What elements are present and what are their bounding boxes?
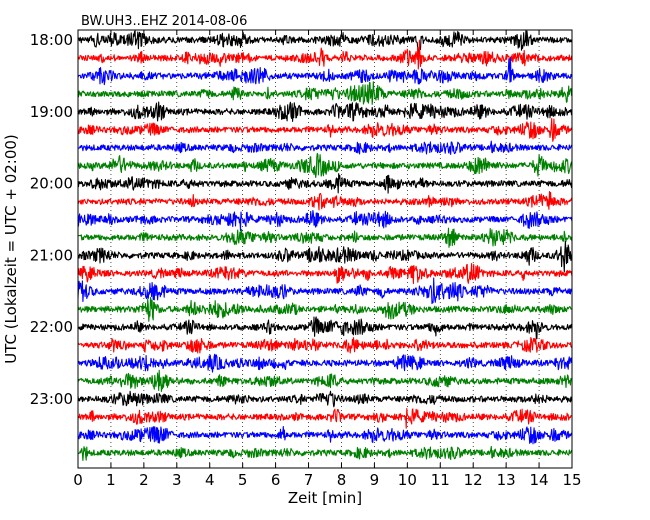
trace-line-1 <box>77 39 573 70</box>
trace-line-20 <box>77 390 573 408</box>
x-tick-label: 14 <box>530 471 549 489</box>
x-tick-label: 0 <box>73 471 83 489</box>
trace-line-0 <box>77 30 573 55</box>
trace-line-21 <box>77 408 573 429</box>
trace-line-19 <box>77 369 573 393</box>
x-tick-label: 7 <box>304 471 314 489</box>
trace-line-14 <box>77 277 573 305</box>
trace-line-22 <box>77 426 573 445</box>
x-tick-label: 3 <box>172 471 182 489</box>
y-tick-label: 19:00 <box>30 103 73 121</box>
x-tick-label: 10 <box>398 471 417 489</box>
trace-line-23 <box>77 445 573 462</box>
x-tick-label: 2 <box>139 471 149 489</box>
trace-line-13 <box>77 263 573 285</box>
x-tick-label: 4 <box>205 471 215 489</box>
trace-line-17 <box>77 336 573 354</box>
chart-title: BW.UH3..EHZ 2014-08-06 <box>81 14 247 29</box>
x-tick-label: 11 <box>431 471 450 489</box>
y-tick-label: 21:00 <box>30 246 73 264</box>
trace-line-9 <box>77 191 573 211</box>
x-tick-label: 1 <box>106 471 116 489</box>
x-tick-label: 9 <box>370 471 380 489</box>
x-tick-label: 13 <box>497 471 516 489</box>
trace-group <box>77 30 573 462</box>
y-tick-label: 22:00 <box>30 318 73 336</box>
trace-line-6 <box>77 140 573 156</box>
y-axis-label: UTC (Lokalzeit = UTC + 02:00) <box>2 134 20 364</box>
plot-frame <box>77 29 573 469</box>
trace-line-10 <box>77 209 573 232</box>
trace-line-8 <box>77 173 573 194</box>
trace-line-16 <box>77 316 573 340</box>
tick-group: 0 1 2 3 4 5 6 7 8 9 10 11 12 13 14 1518:0019:0020:0021:… <box>30 30 582 489</box>
trace-line-3 <box>77 81 573 105</box>
x-axis-label: Zeit [min] <box>288 489 362 507</box>
x-tick-label: 5 <box>238 471 248 489</box>
y-tick-label: 20:00 <box>30 175 73 193</box>
x-tick-label: 12 <box>464 471 483 489</box>
trace-line-11 <box>77 227 573 248</box>
trace-line-7 <box>77 152 573 178</box>
x-tick-label: 8 <box>337 471 347 489</box>
x-tick-label: 15 <box>562 471 581 489</box>
trace-line-2 <box>77 56 573 86</box>
trace-line-12 <box>77 240 573 273</box>
x-tick-label: 6 <box>271 471 281 489</box>
trace-line-4 <box>77 101 573 122</box>
y-tick-label: 18:00 <box>30 31 73 49</box>
trace-line-18 <box>77 353 573 373</box>
trace-line-15 <box>77 297 573 322</box>
y-tick-label: 23:00 <box>30 390 73 408</box>
trace-line-5 <box>77 117 573 142</box>
